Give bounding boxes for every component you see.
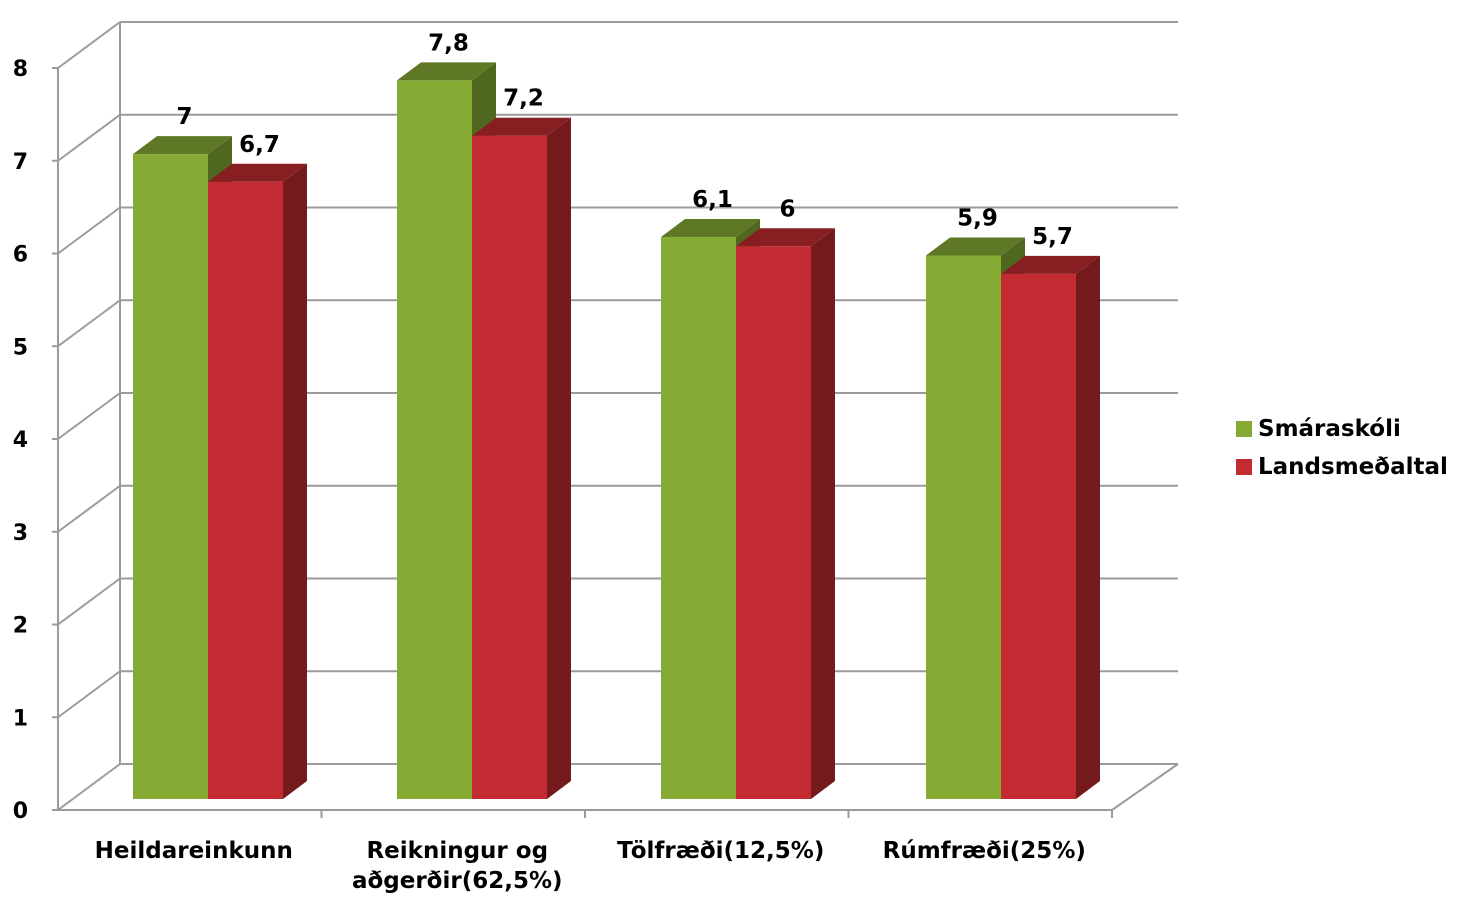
bar-smaraskoli-top [397,62,496,81]
legend-label-landsmedaltal: Landsmeðaltal [1258,454,1448,480]
bar-landsmedaltal [1001,273,1076,799]
y-tick-label: 7 [13,150,28,175]
bar-landsmedaltal [736,246,811,799]
bar-smaraskoli [133,154,208,799]
data-labels: 7 7,8 6,1 5,9 6,7 7,2 6 5,7 [176,30,1072,249]
data-label: 7 [176,104,192,130]
x-tick-label: Reikningur og aðgerðir(62,5%) [352,838,563,894]
x-tick-label: Rúmfræði(25%) [883,838,1086,864]
side-gridline [57,21,121,69]
side-gridline [57,577,121,626]
y-tick-label: 8 [13,57,28,82]
side-gridline [57,670,121,719]
side-gridline [57,392,121,440]
y-tick-label: 6 [13,243,28,268]
side-gridline [57,299,121,348]
axes: 0 1 2 3 4 5 6 7 8 Heildareinkunn Reikningur og aðge… [13,57,1113,894]
data-label: 6,7 [239,132,280,158]
bar-smaraskoli-top [661,219,760,238]
y-tick-label: 4 [13,428,28,453]
side-gridline [57,113,121,162]
legend-item-smaraskoli: Smáraskóli [1236,410,1448,448]
legend-swatch-smaraskoli [1236,421,1252,437]
y-tick-label: 0 [13,799,28,824]
floor-edge [1111,763,1179,811]
y-tick-label: 2 [13,614,28,639]
y-tick-label: 5 [13,335,28,360]
bar-landsmedaltal-top [208,163,307,182]
legend-item-landsmedaltal: Landsmeðaltal [1236,448,1448,486]
side-gridline [57,763,121,811]
data-label: 7,2 [503,86,544,112]
bar-landsmedaltal-top [736,228,835,247]
bar-landsmedaltal-top [472,117,571,136]
legend: Smáraskóli Landsmeðaltal [1236,410,1448,486]
bar-smaraskoli [397,80,472,800]
bar-landsmedaltal-side [547,117,571,799]
legend-swatch-landsmedaltal [1236,459,1252,475]
bar-landsmedaltal-top [1001,255,1100,274]
bar-landsmedaltal [208,181,283,799]
bar-smaraskoli-top [133,136,232,155]
bar-smaraskoli [926,255,1001,799]
x-tick-label: Heildareinkunn [95,838,293,864]
data-label: 6 [779,196,795,222]
data-label: 6,1 [692,187,733,213]
bar-landsmedaltal [472,135,547,799]
bar-landsmedaltal-side [283,163,307,799]
data-label: 5,9 [957,205,998,231]
x-tick-label: Tölfræði(12,5%) [617,838,824,864]
legend-label-smaraskoli: Smáraskóli [1258,416,1401,442]
bar-landsmedaltal-side [1076,255,1100,799]
side-gridline [57,484,121,533]
y-tick-label: 3 [13,521,28,546]
bar-smaraskoli-top [926,237,1025,256]
data-label: 5,7 [1032,224,1073,250]
bar-landsmedaltal-side [811,228,835,799]
y-tick-label: 1 [13,706,28,731]
bar-smaraskoli [661,237,736,800]
bars [133,62,1100,800]
data-label: 7,8 [428,30,469,56]
side-gridline [57,206,121,255]
